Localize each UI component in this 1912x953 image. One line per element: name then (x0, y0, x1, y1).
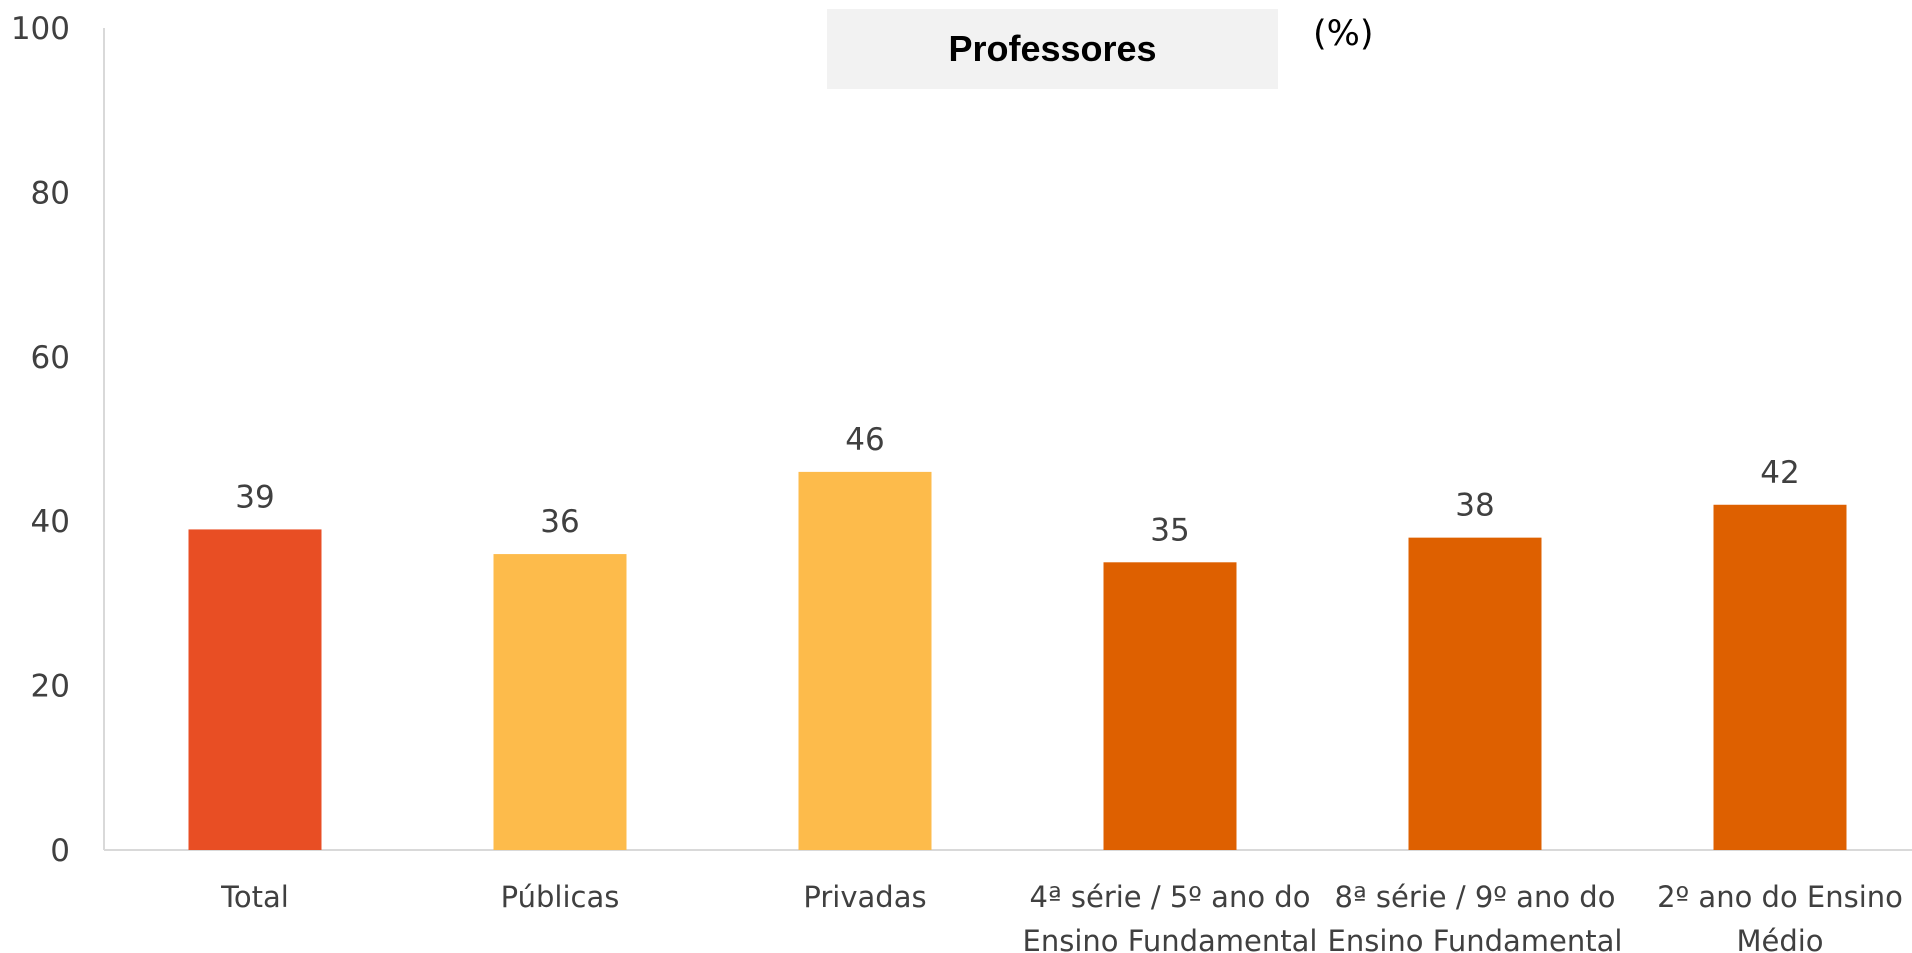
x-tick-label: 2º ano do Ensino Médio (1657, 880, 1903, 953)
data-labels: 39 36 46 35 38 42 (235, 422, 1799, 548)
y-tick-label: 60 (31, 340, 70, 376)
data-label: 46 (845, 422, 884, 458)
data-label: 36 (540, 504, 579, 540)
x-tick-label: 4ª série / 5º ano do Ensino Fundamental (1023, 880, 1318, 953)
bar (1408, 537, 1542, 850)
bar (798, 471, 932, 850)
bar (1713, 504, 1847, 850)
y-tick-label: 100 (11, 11, 70, 47)
data-label: 35 (1150, 512, 1189, 548)
bar (1103, 562, 1237, 850)
bar (188, 529, 322, 850)
chart-title: Professores (948, 28, 1157, 69)
y-axis-ticks: 0 20 40 60 80 100 (11, 11, 70, 869)
x-tick-label: 8ª série / 9º ano do Ensino Fundamental (1328, 880, 1623, 953)
x-tick-label: Privadas (803, 880, 926, 914)
y-tick-label: 20 (31, 669, 70, 705)
chart-unit-label: (%) (1313, 14, 1374, 54)
data-label: 39 (235, 479, 274, 515)
data-label: 38 (1455, 488, 1494, 524)
x-tick-label: Total (220, 880, 289, 914)
data-label: 42 (1760, 455, 1799, 491)
y-tick-label: 0 (50, 833, 70, 869)
chart-title-box: Professores (827, 9, 1278, 89)
x-axis-category-labels: Total Públicas Privadas 4ª série / 5º ano d… (220, 880, 1903, 953)
bar-series (188, 471, 1847, 850)
y-tick-label: 80 (31, 175, 70, 211)
bar (493, 554, 627, 850)
x-tick-label: Públicas (501, 880, 620, 914)
y-tick-label: 40 (31, 504, 70, 540)
